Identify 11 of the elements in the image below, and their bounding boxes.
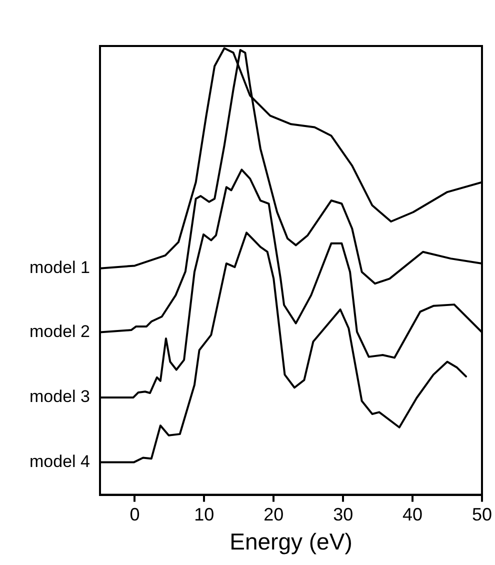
x-tick-label: 50 bbox=[472, 504, 492, 525]
series-label: model 1 bbox=[30, 258, 90, 278]
series-label: model 2 bbox=[30, 322, 90, 341]
x-tick-label: 10 bbox=[194, 504, 214, 525]
x-tick-label: 30 bbox=[333, 504, 354, 525]
x-tick-label: 20 bbox=[264, 504, 284, 525]
x-tick-label: 0 bbox=[130, 504, 140, 525]
series-label: model 3 bbox=[30, 387, 90, 406]
series-label: model 4 bbox=[30, 452, 90, 471]
x-tick-label: 40 bbox=[402, 504, 423, 525]
x-axis-title: Energy (eV) bbox=[230, 528, 352, 555]
